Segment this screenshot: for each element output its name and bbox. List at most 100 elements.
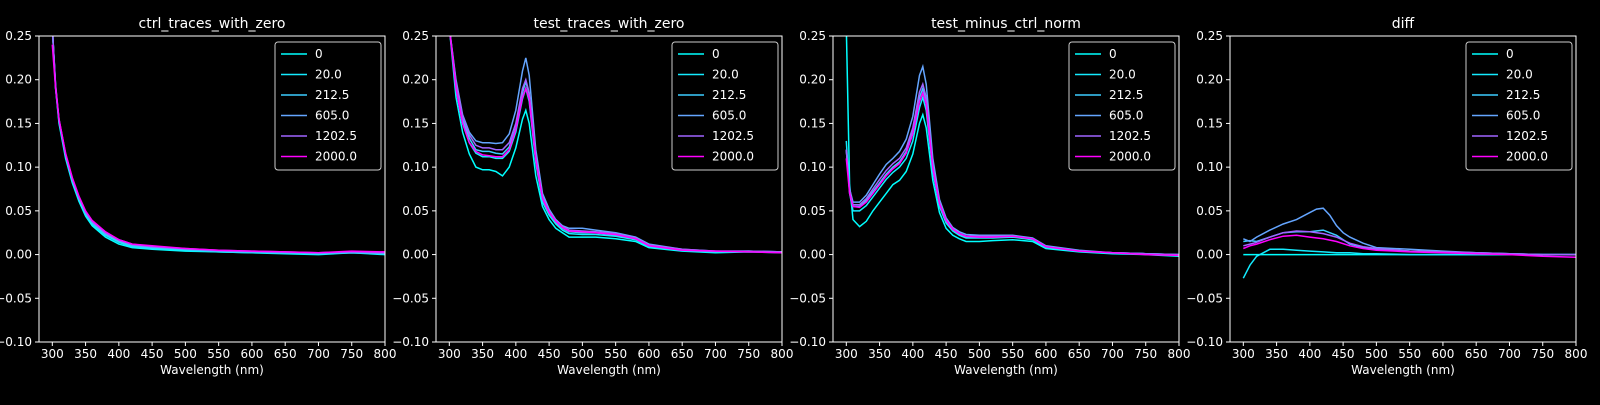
x-tick-label: 600: [1431, 347, 1454, 361]
y-tick-label: 0.00: [5, 248, 32, 262]
legend-entry: 605.0: [315, 109, 349, 123]
legend: 0 20.0 212.5 605.0 1202.5 2000.0: [1465, 41, 1573, 171]
legend-entry: 20.0: [1506, 68, 1533, 82]
y-tick-label: −0.05: [0, 291, 32, 305]
y-tick-label: 0.15: [799, 116, 826, 130]
x-tick-label: 750: [340, 347, 363, 361]
x-tick-label: 750: [1134, 347, 1157, 361]
legend-entry: 20.0: [712, 68, 739, 82]
y-tick-label: 0.00: [799, 248, 826, 262]
y-tick-label: 0.10: [799, 160, 826, 174]
x-tick-label: 650: [1465, 347, 1488, 361]
x-tick-label: 700: [1498, 347, 1521, 361]
chart-title: test_traces_with_zero: [534, 16, 685, 32]
legend-entry: 212.5: [1506, 88, 1540, 102]
series-group: [845, 36, 1179, 258]
series-line-4: [1243, 230, 1576, 256]
y-tick-label: 0.05: [1196, 204, 1223, 218]
x-tick-label: 550: [1398, 347, 1421, 361]
y-tick-label: 0.25: [799, 29, 826, 43]
x-tick-label: 300: [1232, 347, 1255, 361]
x-tick-label: 400: [107, 347, 130, 361]
series-line-0: [449, 36, 782, 254]
panel-2: 300 350 400 450 500 550 600 650 700 750 800 −0.10 −0…: [392, 16, 793, 377]
axes-frame: [832, 35, 1180, 343]
legend-entry: 1202.5: [1109, 129, 1151, 143]
legend-entry: 0: [1109, 47, 1117, 61]
series-group: [51, 36, 385, 256]
legend: 0 20.0 212.5 605.0 1202.5 2000.0: [1068, 41, 1176, 171]
x-tick-label: 450: [1332, 347, 1355, 361]
x-tick-label: 350: [1265, 347, 1288, 361]
y-tick-label: 0.05: [402, 204, 429, 218]
series-group: [1242, 207, 1576, 279]
x-tick-label: 400: [1298, 347, 1321, 361]
y-tick-label: −0.10: [392, 335, 429, 349]
x-tick-label: 600: [637, 347, 660, 361]
x-tick-label: 300: [41, 347, 64, 361]
x-tick-label: 350: [471, 347, 494, 361]
y-tick-label: 0.25: [402, 29, 429, 43]
x-tick-label: 450: [141, 347, 164, 361]
legend: 0 20.0 212.5 605.0 1202.5 2000.0: [671, 41, 779, 171]
y-tick-label: 0.20: [799, 73, 826, 87]
x-tick-label: 800: [1565, 347, 1588, 361]
x-tick-label: 400: [504, 347, 527, 361]
panel-1: 300 350 400 450 500 550 600 650 700 750 800 −0.10 −0…: [0, 16, 396, 377]
y-tick-label: 0.20: [5, 73, 32, 87]
legend-entry: 0: [315, 47, 323, 61]
legend-entry: 2000.0: [1506, 150, 1548, 164]
y-tick-label: −0.10: [789, 335, 826, 349]
x-tick-label: 350: [74, 347, 97, 361]
x-tick-label: 650: [1068, 347, 1091, 361]
x-tick-label: 450: [538, 347, 561, 361]
legend-entry: 20.0: [1109, 68, 1136, 82]
x-tick-label: 700: [704, 347, 727, 361]
panel-4: 300 350 400 450 500 550 600 650 700 750 800 −0.10 −0…: [1186, 16, 1587, 377]
legend-entry: 0: [1506, 47, 1514, 61]
y-tick-label: 0.10: [5, 160, 32, 174]
legend-entry: 212.5: [315, 88, 349, 102]
legend-entry: 212.5: [712, 88, 746, 102]
x-tick-label: 600: [240, 347, 263, 361]
x-tick-label: 550: [604, 347, 627, 361]
y-tick-label: −0.05: [789, 291, 826, 305]
legend-entry: 2000.0: [712, 150, 754, 164]
y-tick-label: 0.00: [1196, 248, 1223, 262]
panel-3: 300 350 400 450 500 550 600 650 700 750 800 −0.10 −0…: [789, 16, 1190, 377]
x-tick-label: 350: [868, 347, 891, 361]
series-line-0: [845, 36, 1179, 258]
legend: 0 20.0 212.5 605.0 1202.5 2000.0: [274, 41, 382, 171]
y-tick-label: 0.10: [402, 160, 429, 174]
y-tick-label: 0.15: [402, 116, 429, 130]
x-tick-label: 650: [671, 347, 694, 361]
x-tick-label: 700: [1101, 347, 1124, 361]
y-tick-label: 0.05: [5, 204, 32, 218]
x-tick-label: 550: [207, 347, 230, 361]
legend-entry: 1202.5: [1506, 129, 1548, 143]
legend-entry: 605.0: [712, 109, 746, 123]
x-tick-label: 800: [374, 347, 397, 361]
series-line-5: [1243, 234, 1576, 258]
x-tick-label: 600: [1034, 347, 1057, 361]
y-tick-label: 0.20: [1196, 73, 1223, 87]
series-line-5: [51, 44, 385, 254]
y-tick-label: −0.05: [392, 291, 429, 305]
x-tick-label: 700: [307, 347, 330, 361]
legend-entry: 605.0: [1506, 109, 1540, 123]
y-tick-label: 0.20: [402, 73, 429, 87]
y-tick-label: 0.00: [402, 248, 429, 262]
axes-frame: [1229, 35, 1577, 343]
axes-frame: [435, 35, 783, 343]
y-tick-label: 0.10: [1196, 160, 1223, 174]
x-tick-label: 500: [571, 347, 594, 361]
axes-frame: [38, 35, 386, 343]
x-axis-label: Wavelength (nm): [557, 363, 661, 377]
x-tick-label: 500: [968, 347, 991, 361]
legend-entry: 20.0: [315, 68, 342, 82]
y-tick-label: 0.25: [1196, 29, 1223, 43]
legend-entry: 212.5: [1109, 88, 1143, 102]
series-line-5: [449, 36, 782, 254]
x-tick-label: 550: [1001, 347, 1024, 361]
